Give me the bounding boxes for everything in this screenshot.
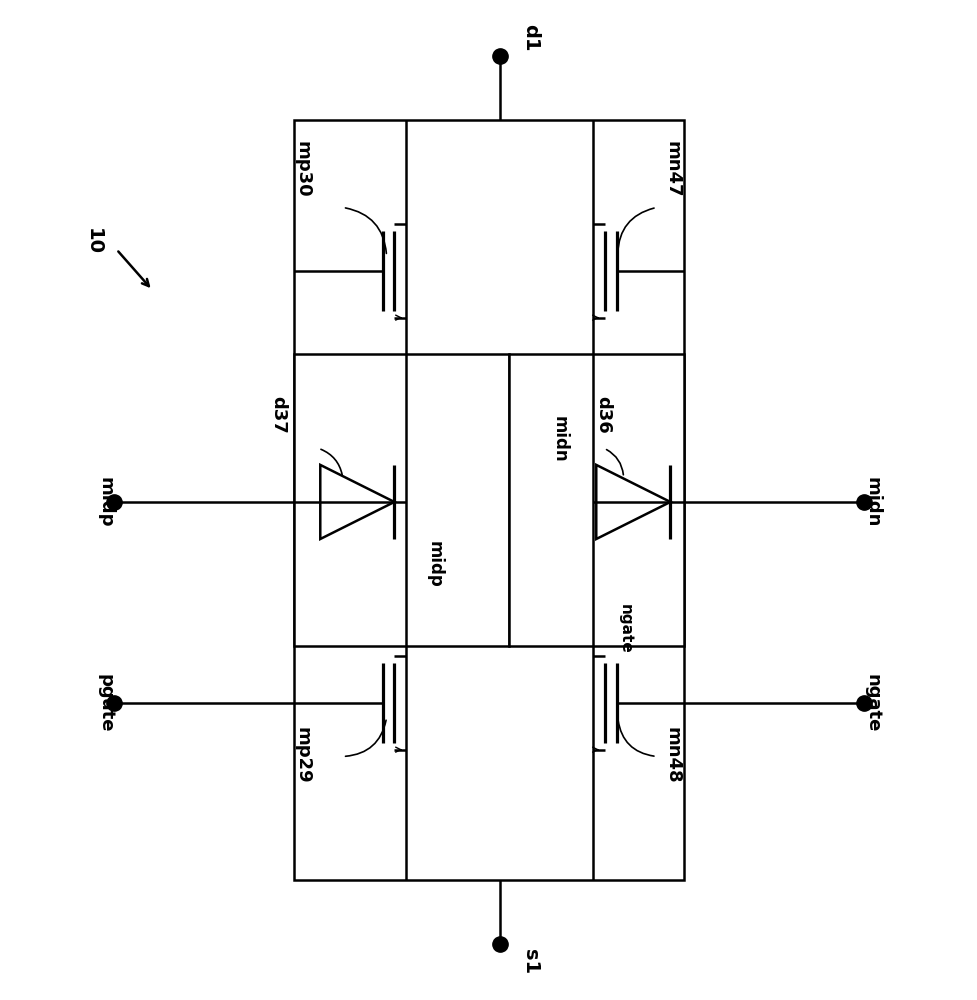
Text: midp: midp <box>97 477 114 527</box>
Text: s1: s1 <box>521 949 539 974</box>
Text: pgate: pgate <box>97 674 114 732</box>
Text: ngate: ngate <box>863 674 880 732</box>
Text: midn: midn <box>863 477 880 527</box>
Text: mp30: mp30 <box>294 141 312 198</box>
Text: mp29: mp29 <box>294 727 312 784</box>
Text: d36: d36 <box>594 396 612 434</box>
Text: d37: d37 <box>270 396 287 434</box>
Text: mn48: mn48 <box>662 727 680 784</box>
Bar <box>294 120 683 880</box>
Text: 10: 10 <box>84 228 104 255</box>
Text: midn: midn <box>550 416 569 463</box>
Text: midp: midp <box>425 541 444 588</box>
Bar <box>294 354 508 646</box>
Bar <box>508 354 683 646</box>
Text: d1: d1 <box>521 24 539 51</box>
Text: ngate: ngate <box>617 604 632 654</box>
Text: mn47: mn47 <box>662 141 680 198</box>
